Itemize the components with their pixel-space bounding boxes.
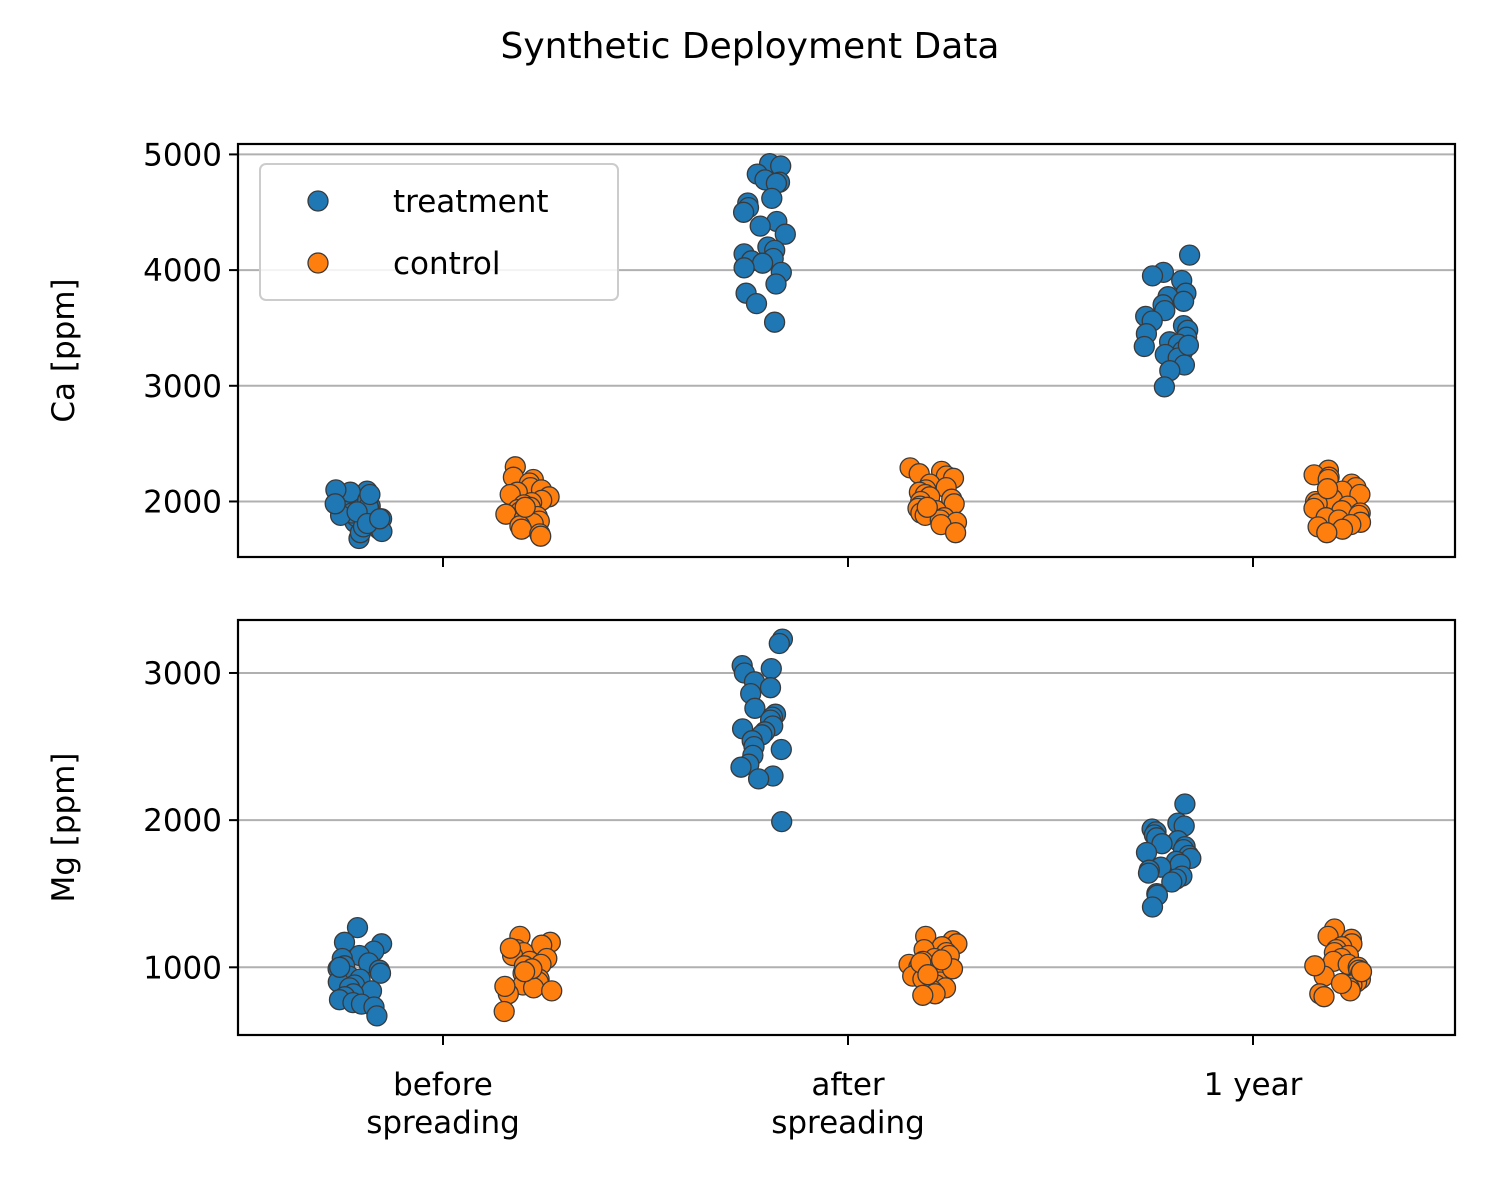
data-point-control	[1350, 961, 1373, 983]
legend-label-treatment: treatment	[393, 184, 549, 220]
data-point-treatment	[1178, 244, 1201, 266]
data-point-treatment	[770, 738, 792, 761]
data-point-control	[541, 980, 563, 1002]
y-tick-label: 5000	[143, 137, 222, 173]
data-point-treatment	[1172, 290, 1195, 312]
data-point-treatment	[366, 1005, 388, 1027]
y-tick-label: 3000	[143, 369, 222, 405]
data-point-treatment	[1141, 896, 1164, 918]
data-point-treatment	[760, 657, 782, 680]
data-point-treatment	[749, 215, 771, 237]
legend-marker-treatment	[307, 190, 329, 212]
data-point-treatment	[369, 962, 392, 984]
data-point-treatment	[774, 223, 796, 245]
data-point-control	[1304, 955, 1326, 977]
y-tick-label: 1000	[143, 950, 222, 986]
data-point-control	[1316, 478, 1339, 500]
data-point-control	[1316, 522, 1338, 544]
y-tick-label: 4000	[143, 253, 222, 289]
chart-title: Synthetic Deployment Data	[500, 26, 999, 67]
legend-marker-control	[307, 252, 329, 274]
data-point-treatment	[1153, 376, 1176, 398]
data-point-treatment	[768, 632, 790, 655]
data-point-treatment	[765, 273, 787, 295]
data-point-control	[1330, 972, 1353, 995]
data-point-treatment	[732, 201, 755, 223]
legend: treatment control	[259, 163, 619, 301]
data-point-treatment	[329, 956, 351, 978]
data-point-treatment	[763, 311, 786, 333]
legend-label-control: control	[393, 246, 500, 282]
panel-ca: 2000 3000 4000 5000 Ca [ppm]	[46, 137, 1457, 567]
y-axis-label: Mg [ppm]	[46, 752, 82, 902]
data-point-treatment	[1133, 335, 1155, 358]
data-point-treatment	[1141, 265, 1164, 287]
data-point-treatment	[733, 257, 755, 279]
x-tick-label: 1 year	[1204, 1067, 1303, 1103]
data-point-treatment	[771, 810, 793, 833]
data-point-treatment	[346, 916, 369, 939]
data-point-control	[513, 961, 536, 983]
x-tick-label: spreading	[366, 1105, 520, 1141]
data-point-treatment	[1161, 871, 1183, 893]
x-tick-label: after	[811, 1067, 885, 1103]
axes-frame	[236, 618, 1457, 1037]
data-point-treatment	[1137, 862, 1160, 884]
data-point-treatment	[747, 768, 770, 790]
y-tick-label: 2000	[143, 484, 222, 520]
data-point-control	[944, 522, 967, 544]
y-tick-label: 3000	[143, 656, 222, 692]
data-point-control	[493, 1000, 515, 1023]
data-point-treatment	[745, 292, 768, 315]
data-point-treatment	[324, 493, 346, 515]
data-point-treatment	[761, 187, 783, 210]
x-tick-label: spreading	[771, 1105, 925, 1141]
data-point-control	[499, 937, 522, 959]
legend-box	[259, 163, 619, 301]
data-point-treatment	[369, 508, 391, 530]
data-point-control	[916, 496, 938, 518]
data-point-control	[930, 949, 953, 971]
data-point-treatment	[759, 677, 782, 699]
data-point-treatment	[1177, 334, 1200, 356]
data-point-treatment	[751, 252, 774, 274]
data-point-treatment	[730, 756, 752, 778]
x-tick-label: before	[393, 1067, 493, 1103]
data-point-treatment	[744, 697, 766, 719]
data-point-control	[917, 964, 939, 986]
y-tick-label: 2000	[143, 803, 222, 839]
y-axis-label: Ca [ppm]	[46, 278, 82, 422]
data-point-control	[912, 984, 934, 1006]
data-point-treatment	[359, 483, 381, 506]
data-point-treatment	[1174, 793, 1196, 815]
axes-frame	[236, 142, 1457, 559]
panel-mg: 1000 2000 3000 Mg [ppm]	[46, 618, 1457, 1045]
data-point-control	[530, 525, 552, 547]
data-point-control	[510, 518, 533, 540]
data-point-control	[494, 975, 516, 998]
data-point-control	[1313, 986, 1335, 1008]
data-point-control	[514, 496, 536, 518]
